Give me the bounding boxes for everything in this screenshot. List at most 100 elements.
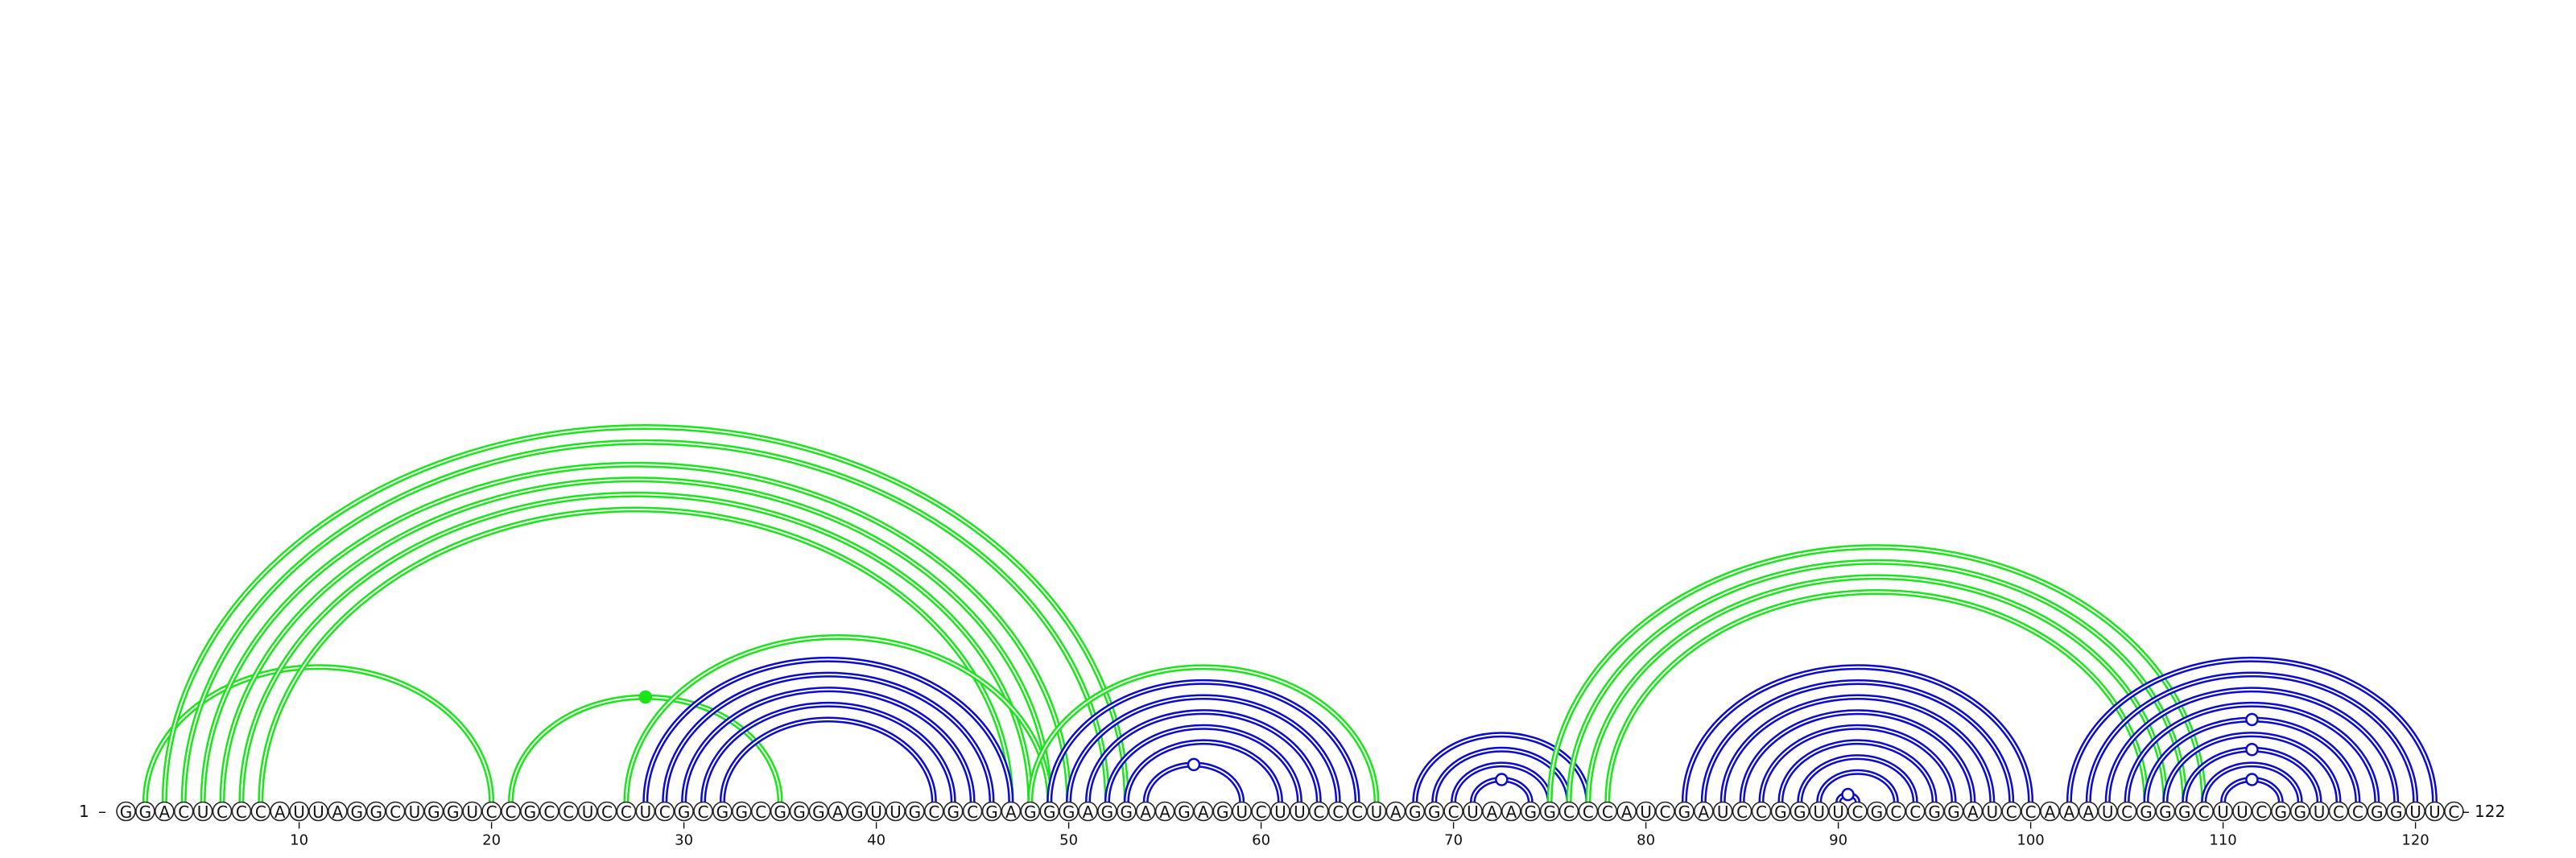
- nucleotide-letter: C: [1332, 802, 1344, 822]
- nucleotide-letter: C: [236, 802, 247, 822]
- nucleotide-circle: [539, 801, 559, 822]
- nucleotide-letter: C: [1313, 802, 1324, 822]
- nucleotide-letter: G: [1871, 802, 1884, 822]
- nucleotide-letter: U: [312, 802, 324, 822]
- nucleotide-circle: [2079, 801, 2099, 822]
- nucleotide-circle: [1327, 801, 1348, 822]
- tick-label: 10: [290, 832, 308, 849]
- nucleotide-letter: G: [2178, 802, 2191, 822]
- blue-arc-82-100: [1681, 664, 2034, 802]
- green-arc-core-7-48: [240, 493, 1031, 802]
- blue-arc-core-32-43: [721, 718, 935, 802]
- nucleotide-letter: G: [1928, 802, 1941, 822]
- nucleotide-circle: [789, 801, 810, 822]
- tick-label: 110: [2209, 832, 2236, 849]
- blue-arc-core-109-114: [2202, 763, 2301, 802]
- nucleotide-letter: A: [159, 802, 170, 822]
- nucleotide-circle: [1790, 801, 1810, 822]
- tick-label: 40: [867, 832, 886, 849]
- nucleotide-circle: [1905, 801, 1926, 822]
- nucleotide-circle: [1251, 801, 1271, 822]
- green-arc-core-78-106: [1606, 591, 2147, 802]
- nucleotide-circle: [2386, 801, 2406, 822]
- nucleotide-letter: U: [1274, 802, 1286, 822]
- nucleotide-circle: [1020, 801, 1041, 822]
- nucleotide-letter: G: [1947, 802, 1960, 822]
- nucleotide-letter: U: [2429, 802, 2441, 822]
- nucleotide-circle: [443, 801, 464, 822]
- nucleotide-circle: [1943, 801, 1964, 822]
- nucleotide-letter: G: [2275, 802, 2288, 822]
- blue-loop-marker: [2245, 743, 2259, 757]
- nucleotide-circle: [2444, 801, 2464, 822]
- nucleotide-circle: [962, 801, 983, 822]
- nucleotide-letter: U: [293, 802, 305, 822]
- nucleotide-circle: [981, 801, 1002, 822]
- nucleotide-letter: G: [2159, 802, 2172, 822]
- nucleotide-circle: [2405, 801, 2425, 822]
- nucleotide-circle: [1501, 801, 1521, 822]
- nucleotide-circle: [2328, 801, 2349, 822]
- nucleotide-circle: [847, 801, 867, 822]
- nucleotide-circle: [250, 801, 271, 822]
- green-arc-75-109: [1546, 544, 2207, 802]
- blue-arc-core-29-46: [663, 674, 993, 802]
- nucleotide-circle: [481, 801, 502, 822]
- nucleotide-letter: G: [427, 802, 440, 822]
- loop-marker-layer: [638, 690, 2259, 802]
- blue-arc-core-52-62: [1106, 726, 1301, 802]
- nucleotide-letter: G: [1794, 802, 1806, 822]
- nucleotide-circle: [1616, 801, 1637, 822]
- nucleotide-letter: G: [793, 802, 806, 822]
- blue-arc-core-53-61: [1125, 740, 1282, 802]
- nucleotide-circle: [1828, 801, 1848, 822]
- green-arc-core-8-47: [259, 508, 1012, 802]
- tick-label: 50: [1059, 832, 1078, 849]
- nucleotide-circle: [1751, 801, 1772, 822]
- nucleotide-letter: G: [909, 802, 922, 822]
- tick-axis: 10 20 30 40 50 60 70 80 90 100 110 120: [290, 822, 2429, 849]
- nucleotide-circle: [1694, 801, 1714, 822]
- arc-layer: [142, 424, 2438, 802]
- nucleotide-circle: [750, 801, 771, 822]
- nucleotide-letter: U: [2102, 802, 2114, 822]
- nucleotide-letter: G: [2371, 802, 2384, 822]
- green-arc-core-6-49: [221, 478, 1051, 802]
- nucleotide-letter: C: [2333, 802, 2344, 822]
- nucleotide-circle: [212, 801, 233, 822]
- nucleotide-letter: U: [1640, 802, 1652, 822]
- nucleotide-letter: G: [678, 802, 691, 822]
- end-position-label: 122: [2475, 802, 2505, 821]
- green-arc-core-27-49: [625, 636, 1051, 802]
- nucleotide-letter: U: [1467, 802, 1479, 822]
- nucleotide-circle: [2367, 801, 2388, 822]
- nucleotide-letter: G: [774, 802, 786, 822]
- nucleotide-letter: C: [1756, 802, 1767, 822]
- nucleotide-circle: [674, 801, 694, 822]
- nucleotide-letter: G: [369, 802, 382, 822]
- nucleotide-circle: [231, 801, 252, 822]
- nucleotide-circle: [116, 801, 136, 822]
- nucleotide-circle: [1443, 801, 1463, 822]
- nucleotide-letter: G: [1063, 802, 1075, 822]
- nucleotide-letter: A: [332, 802, 344, 822]
- nucleotide-letter: G: [985, 802, 998, 822]
- nucleotide-letter: C: [1736, 802, 1748, 822]
- nucleotide-circle: [346, 801, 367, 822]
- nucleotide-letter: G: [2293, 802, 2306, 822]
- nucleotide-letter: U: [870, 802, 882, 822]
- nucleotide-letter: U: [197, 802, 209, 822]
- green-loop-marker: [638, 690, 653, 704]
- nucleotide-letter: C: [967, 802, 978, 822]
- nucleotide-circle: [1117, 801, 1137, 822]
- tick-label: 120: [2401, 832, 2429, 849]
- nucleotide-circle: [1424, 801, 1444, 822]
- nucleotide-circle: [2021, 801, 2041, 822]
- nucleotide-letter: G: [524, 802, 537, 822]
- nucleotide-letter: C: [601, 802, 613, 822]
- blue-loop-marker: [1187, 757, 1201, 772]
- nucleotide-letter: A: [2064, 802, 2075, 822]
- nucleotide-letter: C: [1256, 802, 1267, 822]
- green-arc-77-107: [1585, 574, 2169, 802]
- nucleotide-circle: [1809, 801, 1829, 822]
